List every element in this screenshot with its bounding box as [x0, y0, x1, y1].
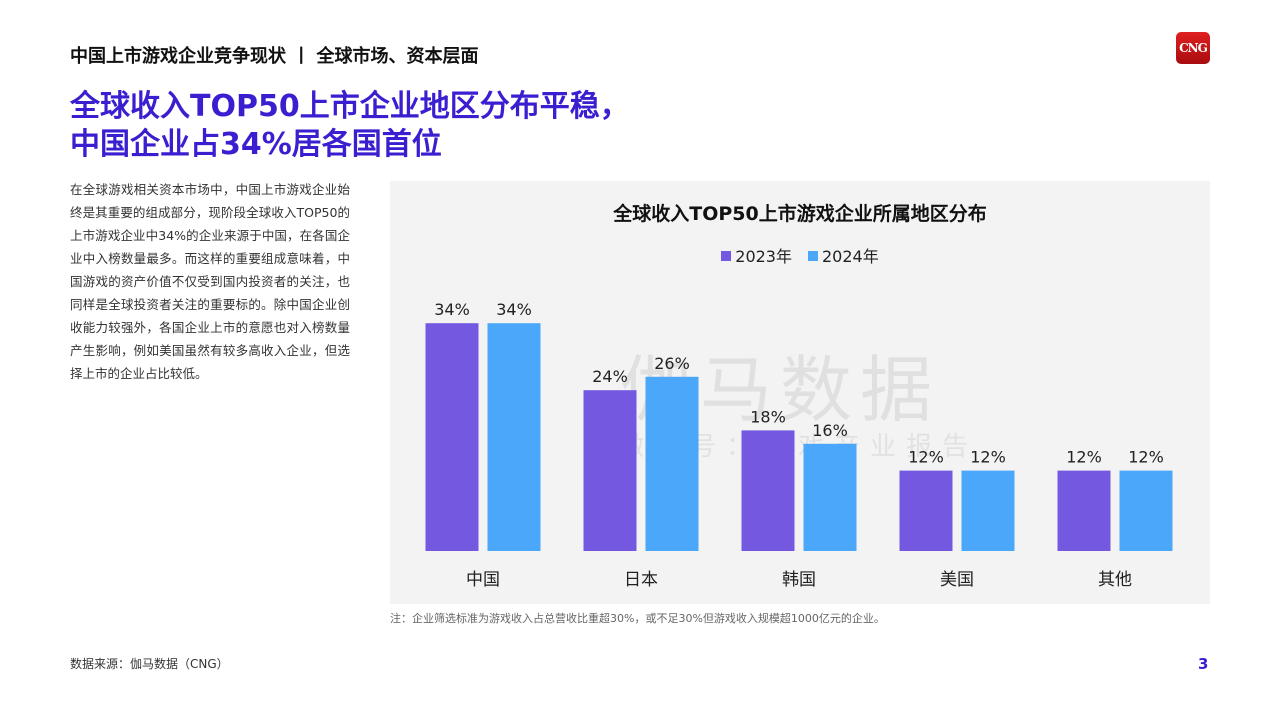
cng-logo: CNG: [1176, 32, 1210, 64]
headline: 全球收入TOP50上市企业地区分布平稳， 中国企业占34%居各国首位: [70, 88, 630, 164]
data-label: 34%: [434, 300, 470, 319]
data-label: 24%: [592, 367, 628, 386]
data-label: 16%: [812, 421, 848, 440]
data-label: 12%: [908, 448, 944, 467]
page-number: 3: [1198, 655, 1209, 673]
data-label: 12%: [970, 448, 1006, 467]
legend-swatch: [808, 251, 818, 261]
data-source: 数据来源：伽马数据（CNG）: [70, 657, 229, 671]
data-label: 26%: [654, 354, 690, 373]
bar-2023年-其他: [1057, 470, 1111, 551]
data-label: 34%: [496, 300, 532, 319]
bar-2024年-韩国: [803, 443, 857, 551]
chart-panel: 伽马数据 微信号：游戏产业报告 全球收入TOP50上市游戏企业所属地区分布 20…: [390, 181, 1210, 604]
category-label: 其他: [1098, 570, 1132, 590]
bar-2023年-日本: [583, 390, 637, 551]
category-label: 中国: [466, 570, 500, 590]
footnote: 注：企业筛选标准为游戏收入占总营收比重超30%，或不足30%但游戏收入规模超10…: [390, 612, 885, 625]
chart-title: 全球收入TOP50上市游戏企业所属地区分布: [613, 203, 987, 225]
legend-label: 2024年: [822, 247, 879, 266]
bar-2023年-中国: [425, 323, 479, 551]
legend-swatch: [721, 251, 732, 261]
bar-2023年-美国: [899, 470, 953, 551]
category-label: 美国: [940, 570, 974, 590]
data-label: 12%: [1066, 448, 1102, 467]
bar-2024年-中国: [487, 323, 541, 551]
data-label: 12%: [1128, 448, 1164, 467]
legend-label: 2023年: [735, 247, 792, 266]
legend-item-2024: 2024年: [808, 243, 879, 267]
bar-2024年-美国: [961, 470, 1015, 551]
bar-chart: 34% 34% 中国 24% 26% 日本 18% 16% 韩国 12% 12% 美国 12% 12% 其他: [425, 300, 1173, 590]
category-label: 日本: [624, 570, 658, 590]
category-label: 韩国: [782, 570, 816, 590]
section-title: 中国上市游戏企业竞争现状 丨 全球市场、资本层面: [70, 46, 479, 67]
chart-legend: 2023年 2024年: [390, 243, 1210, 267]
data-label: 18%: [750, 407, 786, 426]
headline-line-2: 中国企业占34%居各国首位: [70, 127, 442, 162]
bar-2024年-其他: [1119, 470, 1173, 551]
legend-item-2023: 2023年: [721, 243, 792, 267]
bar-2024年-日本: [645, 376, 699, 551]
body-paragraph: 在全球游戏相关资本市场中，中国上市游戏企业始终是其重要的组成部分，现阶段全球收入…: [70, 182, 350, 381]
headline-line-1: 全球收入TOP50上市企业地区分布平稳，: [70, 89, 630, 124]
bar-2023年-韩国: [741, 430, 795, 551]
